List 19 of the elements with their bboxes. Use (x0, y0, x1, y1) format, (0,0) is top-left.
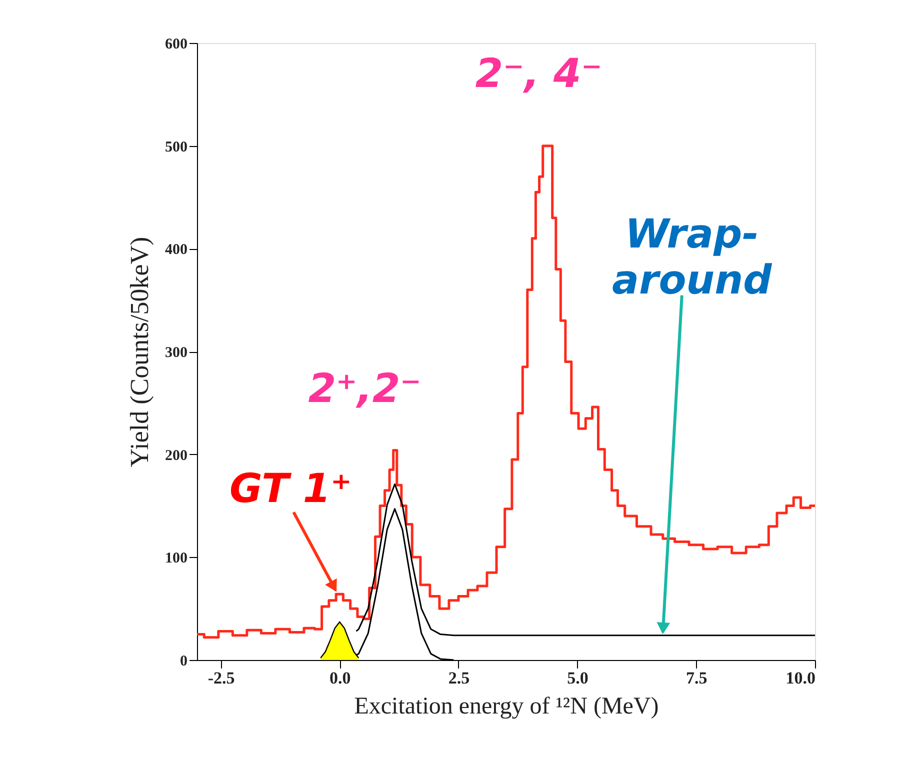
annotation: GT 1⁺ (229, 466, 352, 512)
y-tick-label: 400 (165, 242, 188, 258)
x-tick-label: 2.5 (448, 668, 470, 688)
x-tick-label: -2.5 (208, 668, 235, 688)
x-axis-title: Excitation energy of ¹²N (MeV) (354, 694, 659, 720)
annotation: 2⁺,2⁻ (308, 366, 422, 412)
x-tick-label: 7.5 (686, 668, 708, 688)
x-tick-label: 5.0 (567, 668, 588, 688)
y-tick-label: 100 (165, 550, 188, 567)
y-tick-label: 0 (180, 654, 188, 670)
y-tick-label: 600 (165, 36, 188, 52)
annotation: Wrap- around (612, 211, 772, 304)
y-tick-label: 200 (165, 448, 188, 464)
y-tick-label: 500 (165, 139, 188, 156)
y-tick-label: 300 (165, 345, 188, 361)
annotation: 2⁻, 4⁻ (475, 50, 602, 97)
y-axis-title: Yield (Counts/50keV) (125, 236, 154, 468)
x-tick-label: 0.0 (329, 668, 351, 688)
x-tick-label: 10.0 (786, 668, 816, 688)
